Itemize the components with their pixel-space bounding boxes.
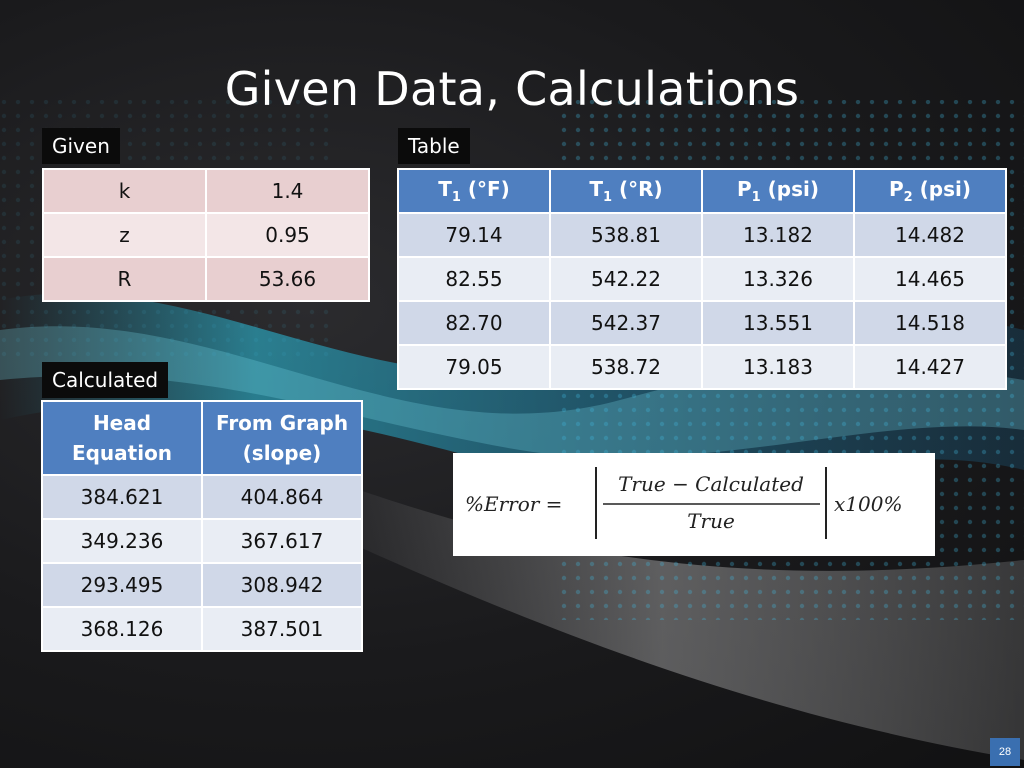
table-cell: 308.942 <box>201 562 363 608</box>
table-cell: 79.05 <box>397 344 551 390</box>
given-value-cell: 53.66 <box>205 256 370 302</box>
table-row: 79.14 538.81 13.182 14.482 <box>397 212 1007 258</box>
formula-numerator: True − Calculated <box>618 472 804 496</box>
table-row: 82.70 542.37 13.551 14.518 <box>397 300 1007 346</box>
table-row: 293.495 308.942 <box>41 562 363 608</box>
table-label: Table <box>398 128 470 164</box>
percent-error-formula: %Error = True − Calculated True x100% <box>453 453 935 556</box>
formula-lhs: %Error = <box>465 492 562 516</box>
given-name-cell: z <box>42 212 207 258</box>
table-cell: 542.37 <box>549 300 703 346</box>
table-cell: 13.182 <box>701 212 855 258</box>
given-table: k 1.4 z 0.95 R 53.66 <box>42 168 370 302</box>
given-label: Given <box>42 128 120 164</box>
table-cell: 404.864 <box>201 474 363 520</box>
table-cell: 13.326 <box>701 256 855 302</box>
table-cell: 367.617 <box>201 518 363 564</box>
table-cell: 387.501 <box>201 606 363 652</box>
table-header-row: Head Equation From Graph (slope) <box>41 400 363 476</box>
table-cell: 349.236 <box>41 518 203 564</box>
table-cell: 293.495 <box>41 562 203 608</box>
table-cell: 82.70 <box>397 300 551 346</box>
formula-multiplier: x100% <box>834 492 902 516</box>
column-header-p2: P2 (psi) <box>853 168 1007 214</box>
formula-graphic: %Error = True − Calculated True x100% <box>465 467 902 539</box>
given-name-cell: k <box>42 168 207 214</box>
table-cell: 14.518 <box>853 300 1007 346</box>
table-cell: 79.14 <box>397 212 551 258</box>
page-number-badge: 28 <box>990 738 1020 766</box>
column-header-p1: P1 (psi) <box>701 168 855 214</box>
table-row: 368.126 387.501 <box>41 606 363 652</box>
column-header-from-graph: From Graph (slope) <box>201 400 363 476</box>
given-value-cell: 0.95 <box>205 212 370 258</box>
formula-denominator: True <box>687 509 735 533</box>
table-header-row: T1 (°F) T1 (°R) P1 (psi) P2 (psi) <box>397 168 1007 214</box>
table-cell: 384.621 <box>41 474 203 520</box>
table-cell: 13.551 <box>701 300 855 346</box>
table-row: 82.55 542.22 13.326 14.465 <box>397 256 1007 302</box>
table-row: 349.236 367.617 <box>41 518 363 564</box>
table-cell: 368.126 <box>41 606 203 652</box>
column-header-t1-r: T1 (°R) <box>549 168 703 214</box>
data-table: T1 (°F) T1 (°R) P1 (psi) P2 (psi) 79.14 … <box>397 168 1007 390</box>
slide-title: Given Data, Calculations <box>224 62 800 116</box>
table-cell: 82.55 <box>397 256 551 302</box>
table-cell: 538.81 <box>549 212 703 258</box>
table-cell: 542.22 <box>549 256 703 302</box>
given-value-cell: 1.4 <box>205 168 370 214</box>
table-cell: 14.465 <box>853 256 1007 302</box>
table-cell: 538.72 <box>549 344 703 390</box>
given-name-cell: R <box>42 256 207 302</box>
column-header-head-equation: Head Equation <box>41 400 203 476</box>
calculated-table: Head Equation From Graph (slope) 384.621 4… <box>41 400 363 652</box>
table-row: 384.621 404.864 <box>41 474 363 520</box>
table-row: k 1.4 <box>42 168 370 214</box>
table-cell: 14.482 <box>853 212 1007 258</box>
calculated-label: Calculated <box>42 362 169 398</box>
table-row: z 0.95 <box>42 212 370 258</box>
table-cell: 13.183 <box>701 344 855 390</box>
table-row: 79.05 538.72 13.183 14.427 <box>397 344 1007 390</box>
table-row: R 53.66 <box>42 256 370 302</box>
table-cell: 14.427 <box>853 344 1007 390</box>
column-header-t1-f: T1 (°F) <box>397 168 551 214</box>
